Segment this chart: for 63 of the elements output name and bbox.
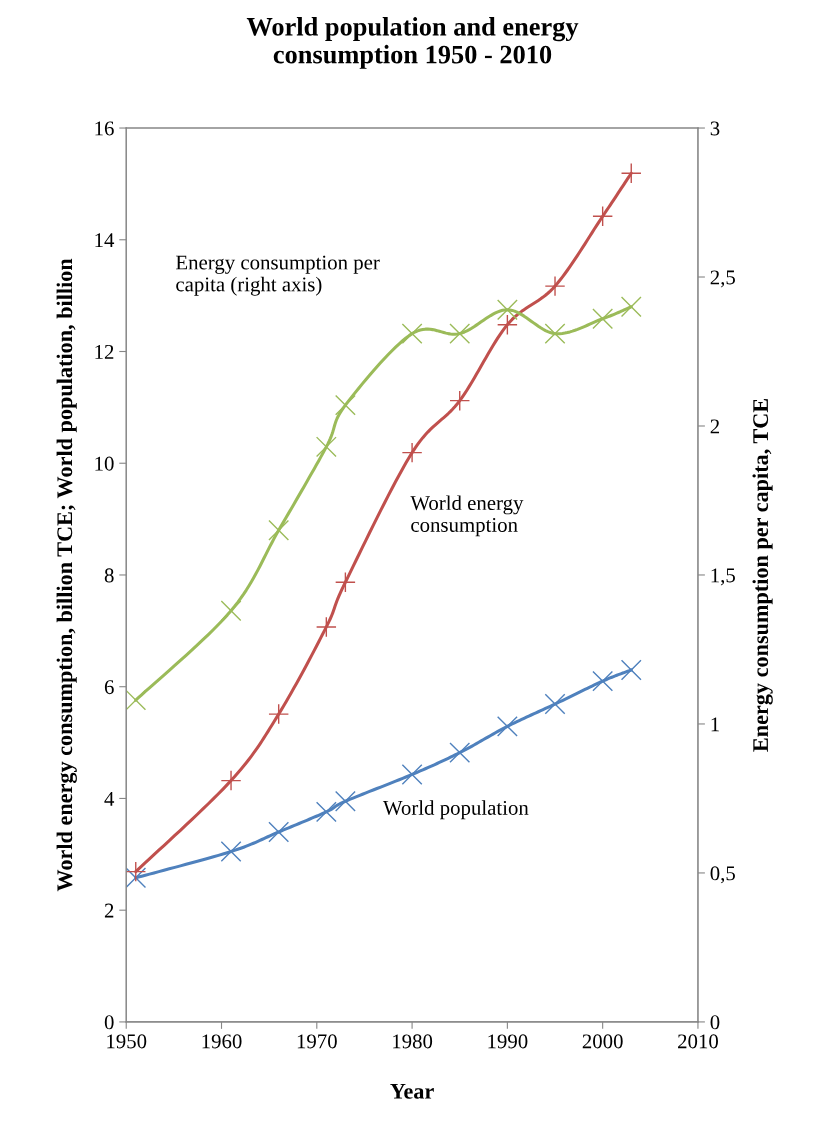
point xyxy=(315,801,337,823)
point xyxy=(496,715,518,737)
point xyxy=(592,205,614,227)
point xyxy=(126,689,147,711)
y-tick-label: 10 xyxy=(95,456,114,471)
x-axis-title: Year xyxy=(390,1084,434,1099)
point xyxy=(220,770,242,791)
y2-tick-label: 0,5 xyxy=(710,866,735,884)
point xyxy=(401,323,423,345)
point xyxy=(496,299,518,321)
point xyxy=(620,296,642,318)
series-label: World energy consumption xyxy=(410,495,524,537)
y2-tick-label: 3 xyxy=(710,121,720,136)
y-tick-label: 8 xyxy=(104,568,114,583)
x-tick-label: 1960 xyxy=(202,1034,242,1049)
point xyxy=(334,790,356,812)
point xyxy=(620,162,642,184)
point xyxy=(268,821,290,843)
x-tick-label: 1990 xyxy=(488,1034,528,1049)
point xyxy=(126,867,147,889)
y-axis-title: World energy consumption, billion TCE; World population, billion xyxy=(56,258,77,892)
point xyxy=(401,764,423,785)
x-tick-label: 1970 xyxy=(297,1034,337,1049)
point xyxy=(401,442,423,464)
x-tick-label: 1980 xyxy=(393,1034,433,1049)
point xyxy=(496,314,518,336)
point xyxy=(315,436,337,458)
point xyxy=(220,841,242,862)
y2-tick-label: 1,5 xyxy=(711,568,735,586)
point xyxy=(449,390,471,412)
x-tick-label: 2000 xyxy=(582,1034,623,1049)
x-tick-label: 1950 xyxy=(107,1034,147,1049)
point xyxy=(592,308,614,330)
y2-tick-label: 1 xyxy=(711,717,719,732)
point xyxy=(592,670,614,692)
y-tick-label: 14 xyxy=(95,233,115,247)
y-tick-label: 2 xyxy=(104,903,114,918)
y2-axis-title: Energy consumption per capita, TCE xyxy=(752,399,773,752)
y2-tick-label: 0 xyxy=(710,1015,720,1030)
point xyxy=(544,275,566,297)
series-label: Energy consumption per capita (right axis) xyxy=(175,255,380,296)
y-tick-label: 12 xyxy=(95,344,114,359)
point xyxy=(334,571,356,593)
y2-tick-label: 2 xyxy=(710,419,720,434)
chart-title: World population and energy consumption 1950 - 2010 xyxy=(246,17,579,69)
y2-tick-label: 2,5 xyxy=(710,270,735,288)
point xyxy=(334,394,356,416)
point xyxy=(620,659,642,681)
y-tick-label: 0 xyxy=(104,1015,114,1030)
point xyxy=(544,323,566,345)
point xyxy=(449,323,471,345)
point xyxy=(268,703,290,725)
x-tick-label: 2010 xyxy=(678,1034,718,1049)
point xyxy=(126,861,147,883)
y-tick-label: 6 xyxy=(104,680,114,695)
point xyxy=(449,742,471,764)
point xyxy=(268,519,290,541)
point xyxy=(315,616,337,638)
y-tick-label: 4 xyxy=(104,791,115,806)
point xyxy=(544,693,566,715)
series-label: World population xyxy=(382,800,529,820)
y-tick-label: 16 xyxy=(95,121,114,136)
point xyxy=(220,600,242,622)
